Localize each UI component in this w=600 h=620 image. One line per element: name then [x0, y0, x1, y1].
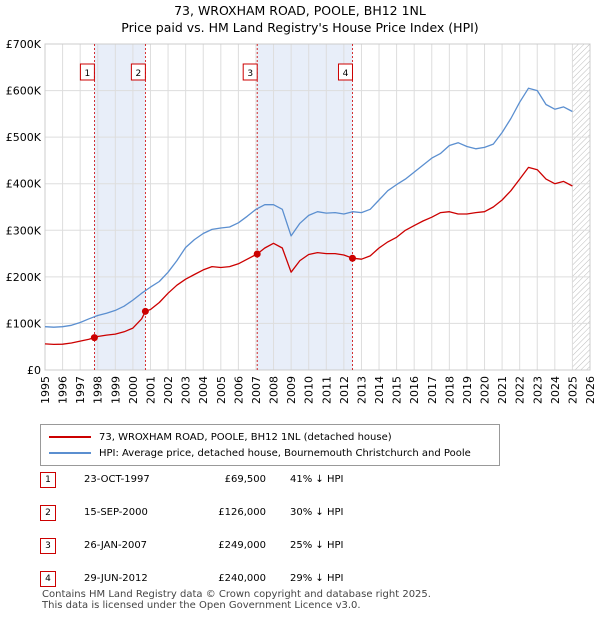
y-tick-label: £200K	[6, 271, 42, 284]
sale-date: 23-OCT-1997	[84, 474, 150, 485]
sale-point	[90, 334, 98, 342]
shaded-range	[94, 44, 146, 370]
y-tick-label: £100K	[6, 317, 42, 330]
plot-border	[44, 43, 591, 371]
x-tick-label: 2021	[496, 376, 509, 404]
x-tick-label: 2023	[531, 376, 544, 404]
x-tick-label: 2005	[215, 376, 228, 404]
series-line-price-paid	[44, 166, 573, 346]
y-tick-label: £300K	[6, 224, 42, 237]
shaded-range	[257, 44, 353, 370]
x-tick-label: 1996	[57, 376, 70, 404]
sale-number: 3	[40, 538, 56, 554]
sale-price: £249,000	[218, 540, 266, 551]
sale-delta: 30% ↓ HPI	[290, 507, 344, 518]
x-tick-label: 1999	[109, 376, 122, 404]
legend-line-red	[49, 436, 91, 438]
sale-marker-box	[242, 63, 258, 81]
x-tick-label: 2025	[566, 376, 579, 404]
x-tick-label: 2011	[320, 376, 333, 404]
x-tick-label: 2004	[197, 376, 210, 404]
x-tick-label: 2001	[144, 376, 157, 404]
y-tick-label: £0	[27, 364, 41, 377]
legend-price-paid-label: 73, WROXHAM ROAD, POOLE, BH12 1NL (detac…	[99, 431, 392, 443]
sale-row: 2 15-SEP-2000 £126,000 30% ↓ HPI	[40, 505, 460, 523]
x-tick-label: 2018	[443, 376, 456, 404]
chart-title-line1: 73, WROXHAM ROAD, POOLE, BH12 1NL	[174, 3, 426, 18]
x-tick-label: 2022	[514, 376, 527, 404]
sale-point	[141, 307, 149, 315]
x-tick-label: 2015	[391, 376, 404, 404]
price-chart: £0 £100K £200K £300K £400K £500K £600K £700K 199…	[6, 38, 597, 404]
footer: Contains HM Land Registry data © Crown c…	[42, 589, 431, 611]
sale-marker-label: 3	[247, 69, 253, 79]
sale-row: 1 23-OCT-1997 £69,500 41% ↓ HPI	[40, 472, 460, 490]
sale-delta: 25% ↓ HPI	[290, 540, 344, 551]
x-tick-label: 2024	[549, 376, 562, 404]
x-tick-label: 2003	[180, 376, 193, 404]
sale-marker-box	[130, 63, 146, 81]
x-tick-label: 2026	[584, 376, 597, 404]
sale-number: 1	[40, 472, 56, 488]
sale-price: £240,000	[218, 573, 266, 584]
x-tick-label: 2017	[426, 376, 439, 404]
x-tick-label: 2008	[268, 376, 281, 404]
sale-marker-label: 4	[343, 69, 349, 79]
x-tick-label: 2012	[338, 376, 351, 404]
legend-item-hpi: HPI: Average price, detached house, Bour…	[49, 446, 471, 460]
sale-point	[253, 250, 261, 258]
sale-delta: 29% ↓ HPI	[290, 573, 344, 584]
y-tick-label: £700K	[6, 38, 42, 51]
x-tick-label: 1995	[39, 376, 52, 404]
sale-price: £126,000	[218, 507, 266, 518]
y-tick-label: £500K	[6, 131, 42, 144]
y-tick-label: £600K	[6, 85, 42, 98]
x-tick-label: 1998	[92, 376, 105, 404]
sale-marker-box	[79, 63, 95, 81]
sale-number: 2	[40, 505, 56, 521]
x-tick-label: 2013	[355, 376, 368, 404]
x-tick-label: 1997	[74, 376, 87, 404]
x-tick-label: 2016	[408, 376, 421, 404]
y-tick-label: £400K	[6, 178, 42, 191]
legend: 73, WROXHAM ROAD, POOLE, BH12 1NL (detac…	[40, 424, 500, 466]
sale-price: £69,500	[224, 474, 266, 485]
series-line-hpi	[44, 87, 573, 328]
sale-date: 26-JAN-2007	[84, 540, 148, 551]
legend-line-blue	[49, 452, 91, 454]
legend-item-price-paid: 73, WROXHAM ROAD, POOLE, BH12 1NL (detac…	[49, 430, 392, 444]
x-tick-label: 2010	[303, 376, 316, 404]
sale-date: 29-JUN-2012	[84, 573, 148, 584]
x-tick-label: 2020	[479, 376, 492, 404]
sale-marker-label: 2	[136, 69, 142, 79]
footer-license: This data is licensed under the Open Gov…	[42, 600, 361, 611]
chart-title-line2: Price paid vs. HM Land Registry's House …	[121, 20, 479, 35]
footer-copyright: Contains HM Land Registry data © Crown c…	[42, 589, 431, 600]
x-tick-label: 2002	[162, 376, 175, 404]
x-tick-label: 2019	[461, 376, 474, 404]
sale-point	[348, 254, 356, 262]
sale-marker-label: 1	[85, 69, 91, 79]
sale-row: 3 26-JAN-2007 £249,000 25% ↓ HPI	[40, 538, 460, 556]
sale-date: 15-SEP-2000	[84, 507, 148, 518]
x-tick-label: 2007	[250, 376, 263, 404]
sale-marker-box	[337, 63, 353, 81]
forecast-hatch	[572, 44, 590, 370]
x-tick-label: 2009	[285, 376, 298, 404]
x-tick-label: 2000	[127, 376, 140, 404]
sale-row: 4 29-JUN-2012 £240,000 29% ↓ HPI	[40, 571, 460, 589]
x-tick-label: 2006	[232, 376, 245, 404]
legend-hpi-label: HPI: Average price, detached house, Bour…	[99, 447, 471, 459]
sale-delta: 41% ↓ HPI	[290, 474, 344, 485]
sale-number: 4	[40, 571, 56, 587]
x-tick-label: 2014	[373, 376, 386, 404]
